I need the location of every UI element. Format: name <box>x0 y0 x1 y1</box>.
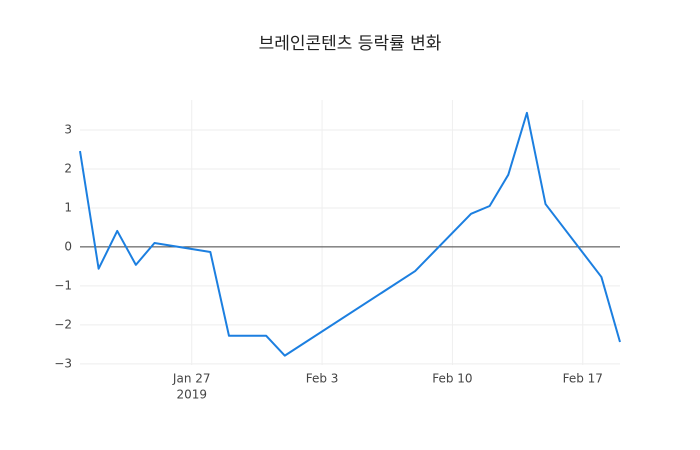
y-tick-label: 1 <box>64 200 72 214</box>
x-tick-label: Feb 3 <box>306 372 339 386</box>
y-tick-label: −2 <box>54 317 72 331</box>
x-tick-year: 2019 <box>176 388 207 402</box>
y-tick-label: 3 <box>64 123 72 137</box>
x-tick-label: Jan 27 <box>172 372 211 386</box>
x-tick-label: Feb 10 <box>432 372 472 386</box>
y-tick-label: 2 <box>64 161 72 175</box>
data-line <box>79 111 621 357</box>
y-tick-label: 0 <box>64 239 72 253</box>
x-tick-label: Feb 17 <box>563 372 603 386</box>
y-tick-label: −1 <box>54 278 72 292</box>
chart-title: 브레인콘텐츠 등락률 변화 <box>259 34 442 54</box>
y-tick-label: −3 <box>54 356 72 370</box>
